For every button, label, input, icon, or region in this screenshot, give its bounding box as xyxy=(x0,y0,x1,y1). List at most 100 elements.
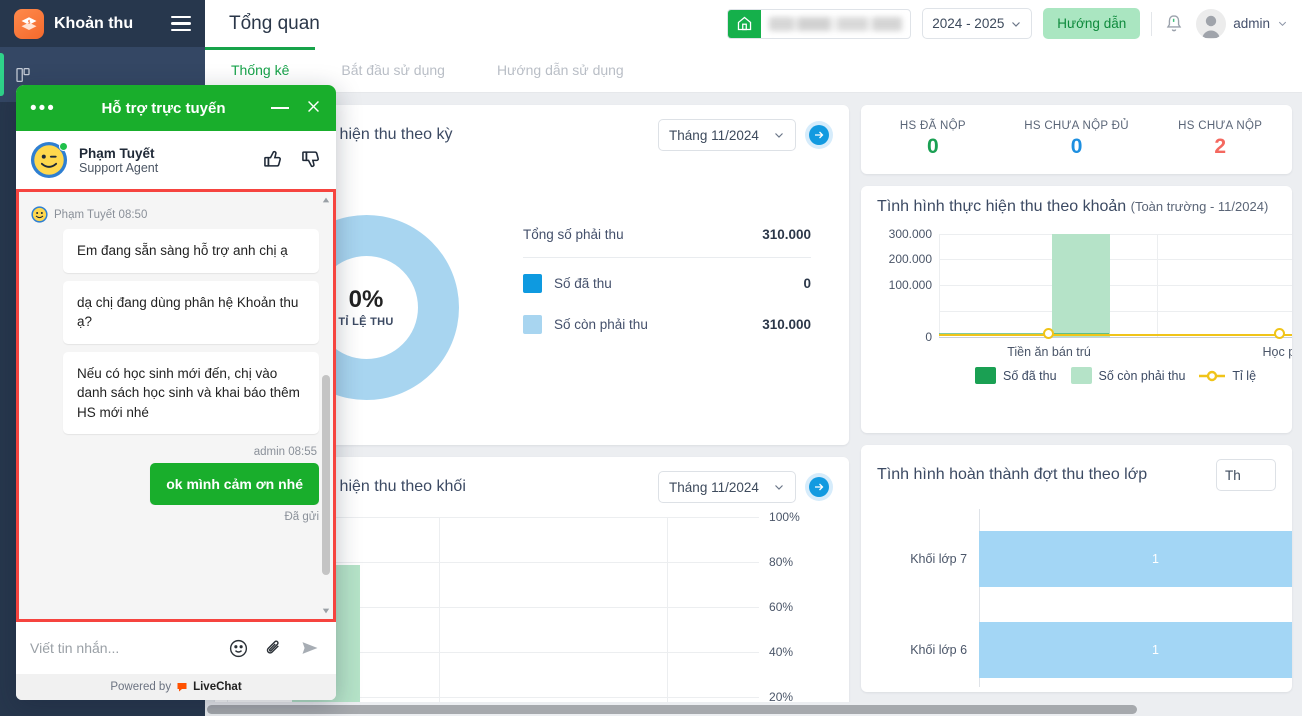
kpi-hs-chua-nop: HS CHƯA NỘP 2 xyxy=(1148,120,1292,159)
hamburger-icon[interactable] xyxy=(171,15,191,32)
kpi-value: 0 xyxy=(1070,135,1083,158)
user-menu[interactable]: admin xyxy=(1196,8,1288,39)
chat-input[interactable]: Viết tin nhắn... xyxy=(30,640,120,656)
block-month-value: Tháng 11/2024 xyxy=(669,479,759,495)
smiley-avatar-icon xyxy=(30,141,68,179)
chat-header: ••• Hỗ trợ trực tuyến xyxy=(16,85,336,131)
legend-swatch xyxy=(523,273,542,293)
kpi-value: 2 xyxy=(1214,135,1227,158)
livechat-widget: ••• Hỗ trợ trực tuyến Phạm Tuyết Support… xyxy=(16,85,336,700)
period-legend-table: Tổng số phải thu 310.000 Số đã thu 0 Số … xyxy=(501,163,833,451)
scrollbar-thumb[interactable] xyxy=(207,705,1137,714)
chat-input-row[interactable]: Viết tin nhắn... xyxy=(16,622,336,674)
line-point xyxy=(1274,328,1286,339)
line-marker-icon xyxy=(1199,370,1226,381)
chat-scrollbar-thumb[interactable] xyxy=(322,375,330,575)
hbar-khoi-lop-6: 1 xyxy=(979,622,1292,678)
tab-bar: Thống kê Bắt đầu sử dụng Hướng dẫn sử dụ… xyxy=(205,47,1302,93)
thumbs-down-icon[interactable] xyxy=(300,148,322,173)
paperclip-icon[interactable] xyxy=(263,638,284,659)
line-point xyxy=(1043,328,1055,339)
dashboard-body: Tình hình thực hiện thu theo kỳ Tháng 11… xyxy=(205,93,1302,716)
kpi-card: HS ĐÃ NỘP 0 HS CHƯA NỘP ĐỦ 0 HS CHƯA NỘP… xyxy=(861,105,1292,174)
more-dots-icon[interactable]: ••• xyxy=(30,97,56,119)
khoan-collection-card: Tình hình thực hiện thu theo khoản (Toàn… xyxy=(861,186,1292,433)
hbar-label-khoi-lop-6: Khối lớp 6 xyxy=(910,643,968,657)
y-tick-200000: 200.000 xyxy=(888,252,933,266)
block-month-select[interactable]: Tháng 11/2024 xyxy=(658,471,797,503)
legend-row-total: Tổng số phải thu 310.000 xyxy=(523,218,812,258)
scroll-down-arrow-icon[interactable] xyxy=(322,607,330,615)
hbar-label-khoi-lop-7: Khối lớp 7 xyxy=(910,552,968,566)
username: admin xyxy=(1233,16,1270,31)
legend-item-da-thu: Số đã thu xyxy=(975,367,1057,384)
send-icon[interactable] xyxy=(298,638,322,658)
money-stack-icon: $ xyxy=(14,8,44,39)
message-status: Đã gửi xyxy=(284,511,319,524)
agent-role: Support Agent xyxy=(79,160,159,175)
period-go-button[interactable] xyxy=(805,121,834,149)
legend-item-con-phai-thu: Số còn phải thu xyxy=(1070,367,1186,384)
guide-button[interactable]: Hướng dẫn xyxy=(1043,8,1141,39)
legend-label: Số còn phải thu xyxy=(1098,368,1186,383)
tab-huong-dan-su-dung[interactable]: Hướng dẫn sử dụng xyxy=(496,61,624,78)
legend-item-ti-le: Tỉ lệ xyxy=(1199,369,1256,383)
chevron-down-icon xyxy=(1012,21,1021,27)
block-go-button[interactable] xyxy=(805,473,834,501)
agent-name: Phạm Tuyết xyxy=(79,145,155,161)
livechat-logo-icon xyxy=(177,683,187,692)
class-card-title: Tình hình hoàn thành đợt thu theo lớp xyxy=(877,466,1148,483)
emoji-icon[interactable] xyxy=(228,638,249,659)
chat-footer: Powered by LiveChat xyxy=(16,674,336,700)
hbar-value: 1 xyxy=(1152,643,1159,657)
tab-bat-dau-su-dung[interactable]: Bắt đầu sử dụng xyxy=(341,61,445,78)
khoan-title-main: Tình hình thực hiện thu theo khoản xyxy=(877,198,1127,215)
kpi-label: HS ĐÃ NỘP xyxy=(899,120,966,132)
donut-percent: 0% xyxy=(348,286,384,313)
minimize-icon[interactable] xyxy=(271,106,289,110)
tab-thong-ke[interactable]: Thống kê xyxy=(205,47,316,92)
powered-by-label: Powered by xyxy=(110,681,172,693)
legend-row-remaining: Số còn phải thu 310.000 xyxy=(523,307,811,341)
school-year-select[interactable]: 2024 - 2025 xyxy=(922,8,1033,39)
period-month-select[interactable]: Tháng 11/2024 xyxy=(658,119,797,151)
horizontal-scrollbar[interactable] xyxy=(205,702,1302,716)
khoan-bar-chart: 300.000 200.000 100.000 0 Tiền ăn bán tr… xyxy=(861,216,1292,384)
chevron-down-icon xyxy=(775,485,783,490)
top-bar: $ Khoản thu Tổng quan 2024 - 2025 Hướng … xyxy=(0,0,1302,47)
divider xyxy=(1151,11,1153,36)
bar-tien-an-ban-tru-remaining xyxy=(1052,234,1111,337)
chat-agent-bar: Phạm Tuyết Support Agent xyxy=(16,131,336,189)
scroll-up-arrow-icon[interactable] xyxy=(322,196,330,204)
legend-row-collected: Số đã thu 0 xyxy=(523,266,811,300)
class-completion-card: Tình hình hoàn thành đợt thu theo lớp Th… xyxy=(861,445,1292,692)
page-title: Tổng quan xyxy=(229,12,320,34)
school-selector[interactable] xyxy=(727,8,912,39)
dashboard-icon xyxy=(16,67,30,82)
school-year-value: 2024 - 2025 xyxy=(932,16,1005,31)
period-month-value: Tháng 11/2024 xyxy=(669,127,759,143)
chat-bubble-agent: Nếu có học sinh mới đến, chị vào danh sá… xyxy=(63,351,319,435)
brand-zone: $ Khoản thu xyxy=(0,0,205,47)
legend-label: Số đã thu xyxy=(554,275,612,291)
legend-label: Số còn phải thu xyxy=(554,316,648,332)
khoan-card-title: Tình hình thực hiện thu theo khoản (Toàn… xyxy=(877,198,1268,216)
main-content: Thống kê Bắt đầu sử dụng Hướng dẫn sử dụ… xyxy=(205,47,1302,716)
kpi-value: 0 xyxy=(927,135,939,158)
close-icon[interactable] xyxy=(305,98,322,118)
bell-icon[interactable] xyxy=(1163,12,1185,36)
y-tick-0: 0 xyxy=(925,330,933,344)
thumbs-up-icon[interactable] xyxy=(262,148,284,173)
legend-label: Tổng số phải thu xyxy=(523,227,624,242)
own-message-meta: admin 08:55 xyxy=(253,446,317,459)
chat-bubble-own: ok mình cảm ơn nhé xyxy=(150,463,319,506)
legend-swatch xyxy=(1070,367,1092,384)
class-select[interactable]: Th xyxy=(1216,459,1276,491)
chat-message-list[interactable]: Phạm Tuyết 08:50 Em đang sẵn sàng hỗ trợ… xyxy=(16,189,336,622)
chat-scrollbar[interactable] xyxy=(322,197,330,614)
chevron-down-icon xyxy=(775,133,783,138)
kpi-hs-da-nop: HS ĐÃ NỘP 0 xyxy=(861,120,1005,159)
class-select-value: Th xyxy=(1225,467,1241,483)
y-tick-100000: 100.000 xyxy=(888,278,933,292)
avatar xyxy=(1196,8,1227,39)
